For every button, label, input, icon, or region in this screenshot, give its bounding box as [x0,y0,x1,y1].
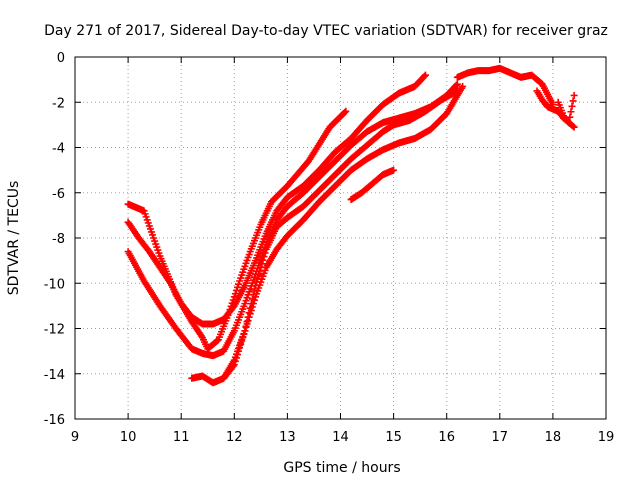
x-tick-label: 10 [120,430,137,445]
x-tick-label: 12 [226,430,243,445]
data-point [244,313,252,321]
data-point [342,107,350,115]
data-point [259,256,267,264]
data-point [341,108,349,116]
x-axis-label: GPS time / hours [283,460,400,476]
x-tick-label: 18 [545,430,562,445]
y-tick-label: -14 [44,368,65,383]
data-point [235,347,243,355]
data-point [453,80,461,88]
y-tick-label: -10 [44,277,65,292]
data-point [255,271,263,279]
axis-ticks: 9 10 11 12 13 14 15 16 17 18 19 0 -2 -4 -6 -8 -10 -12 -14 -… [44,51,615,445]
x-tick-label: 17 [492,430,509,445]
grid-lines [75,57,606,419]
data-point [570,91,578,99]
data-point [243,318,251,326]
chart-title: Day 271 of 2017, Sidereal Day-to-day VTE… [44,23,608,39]
data-point [452,81,460,89]
data-point [239,334,247,342]
data-point [240,330,248,338]
series-track-9 [554,91,578,127]
data-point [569,122,577,130]
data-point [236,344,244,352]
y-tick-label: -6 [52,187,65,202]
x-tick-label: 9 [71,430,79,445]
data-point [257,263,265,271]
data-point [453,87,461,95]
series-track-6 [347,166,398,204]
y-tick-label: -2 [52,96,65,111]
x-tick-label: 16 [438,430,455,445]
data-point [232,354,240,362]
y-tick-label: -16 [44,413,65,428]
data-point [252,282,260,290]
data-point [233,283,241,291]
data-point [260,253,268,261]
data-point [566,113,574,121]
data-point [258,260,266,268]
data-point [253,278,261,286]
y-tick-label: -8 [52,232,65,247]
data-point [459,82,467,90]
series-track-5 [220,87,461,382]
data-point [249,291,257,299]
y-tick-label: -12 [44,323,65,338]
data-point [241,327,249,335]
data-point [248,295,256,303]
data-point [237,340,245,348]
series-track-2 [124,71,429,328]
data-point [232,286,240,294]
data-point [242,322,250,330]
x-tick-label: 11 [173,430,190,445]
data-point [246,304,254,312]
x-tick-label: 13 [279,430,296,445]
y-tick-label: -4 [52,142,65,157]
data-point [570,123,578,131]
data-point [230,361,238,369]
series-track-7 [453,64,557,109]
data-point [568,102,576,110]
data-point [569,97,577,105]
data-point [564,117,572,125]
data-point [261,249,269,257]
x-tick-label: 15 [385,430,402,445]
y-axis-label: SDTVAR / TECUs [6,181,22,296]
data-point [233,351,241,359]
data-point [256,267,264,275]
data-point [565,119,573,127]
x-tick-label: 19 [598,430,615,445]
data-point [421,71,429,79]
data-point [567,108,575,116]
data-point [245,309,253,317]
data-point [420,72,428,80]
data-point [235,280,243,288]
data-points [124,64,578,387]
data-point [254,274,262,282]
data-point [229,362,237,370]
data-point [247,300,255,308]
data-point [238,337,246,345]
x-tick-label: 14 [332,430,349,445]
data-point [250,286,258,294]
data-point [213,337,221,345]
y-tick-label: 0 [57,51,65,66]
data-point [390,166,398,174]
data-point [231,357,239,365]
